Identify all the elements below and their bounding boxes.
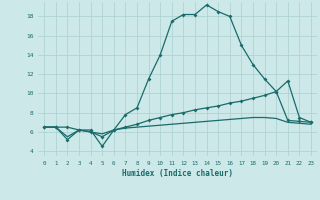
X-axis label: Humidex (Indice chaleur): Humidex (Indice chaleur) xyxy=(122,169,233,178)
